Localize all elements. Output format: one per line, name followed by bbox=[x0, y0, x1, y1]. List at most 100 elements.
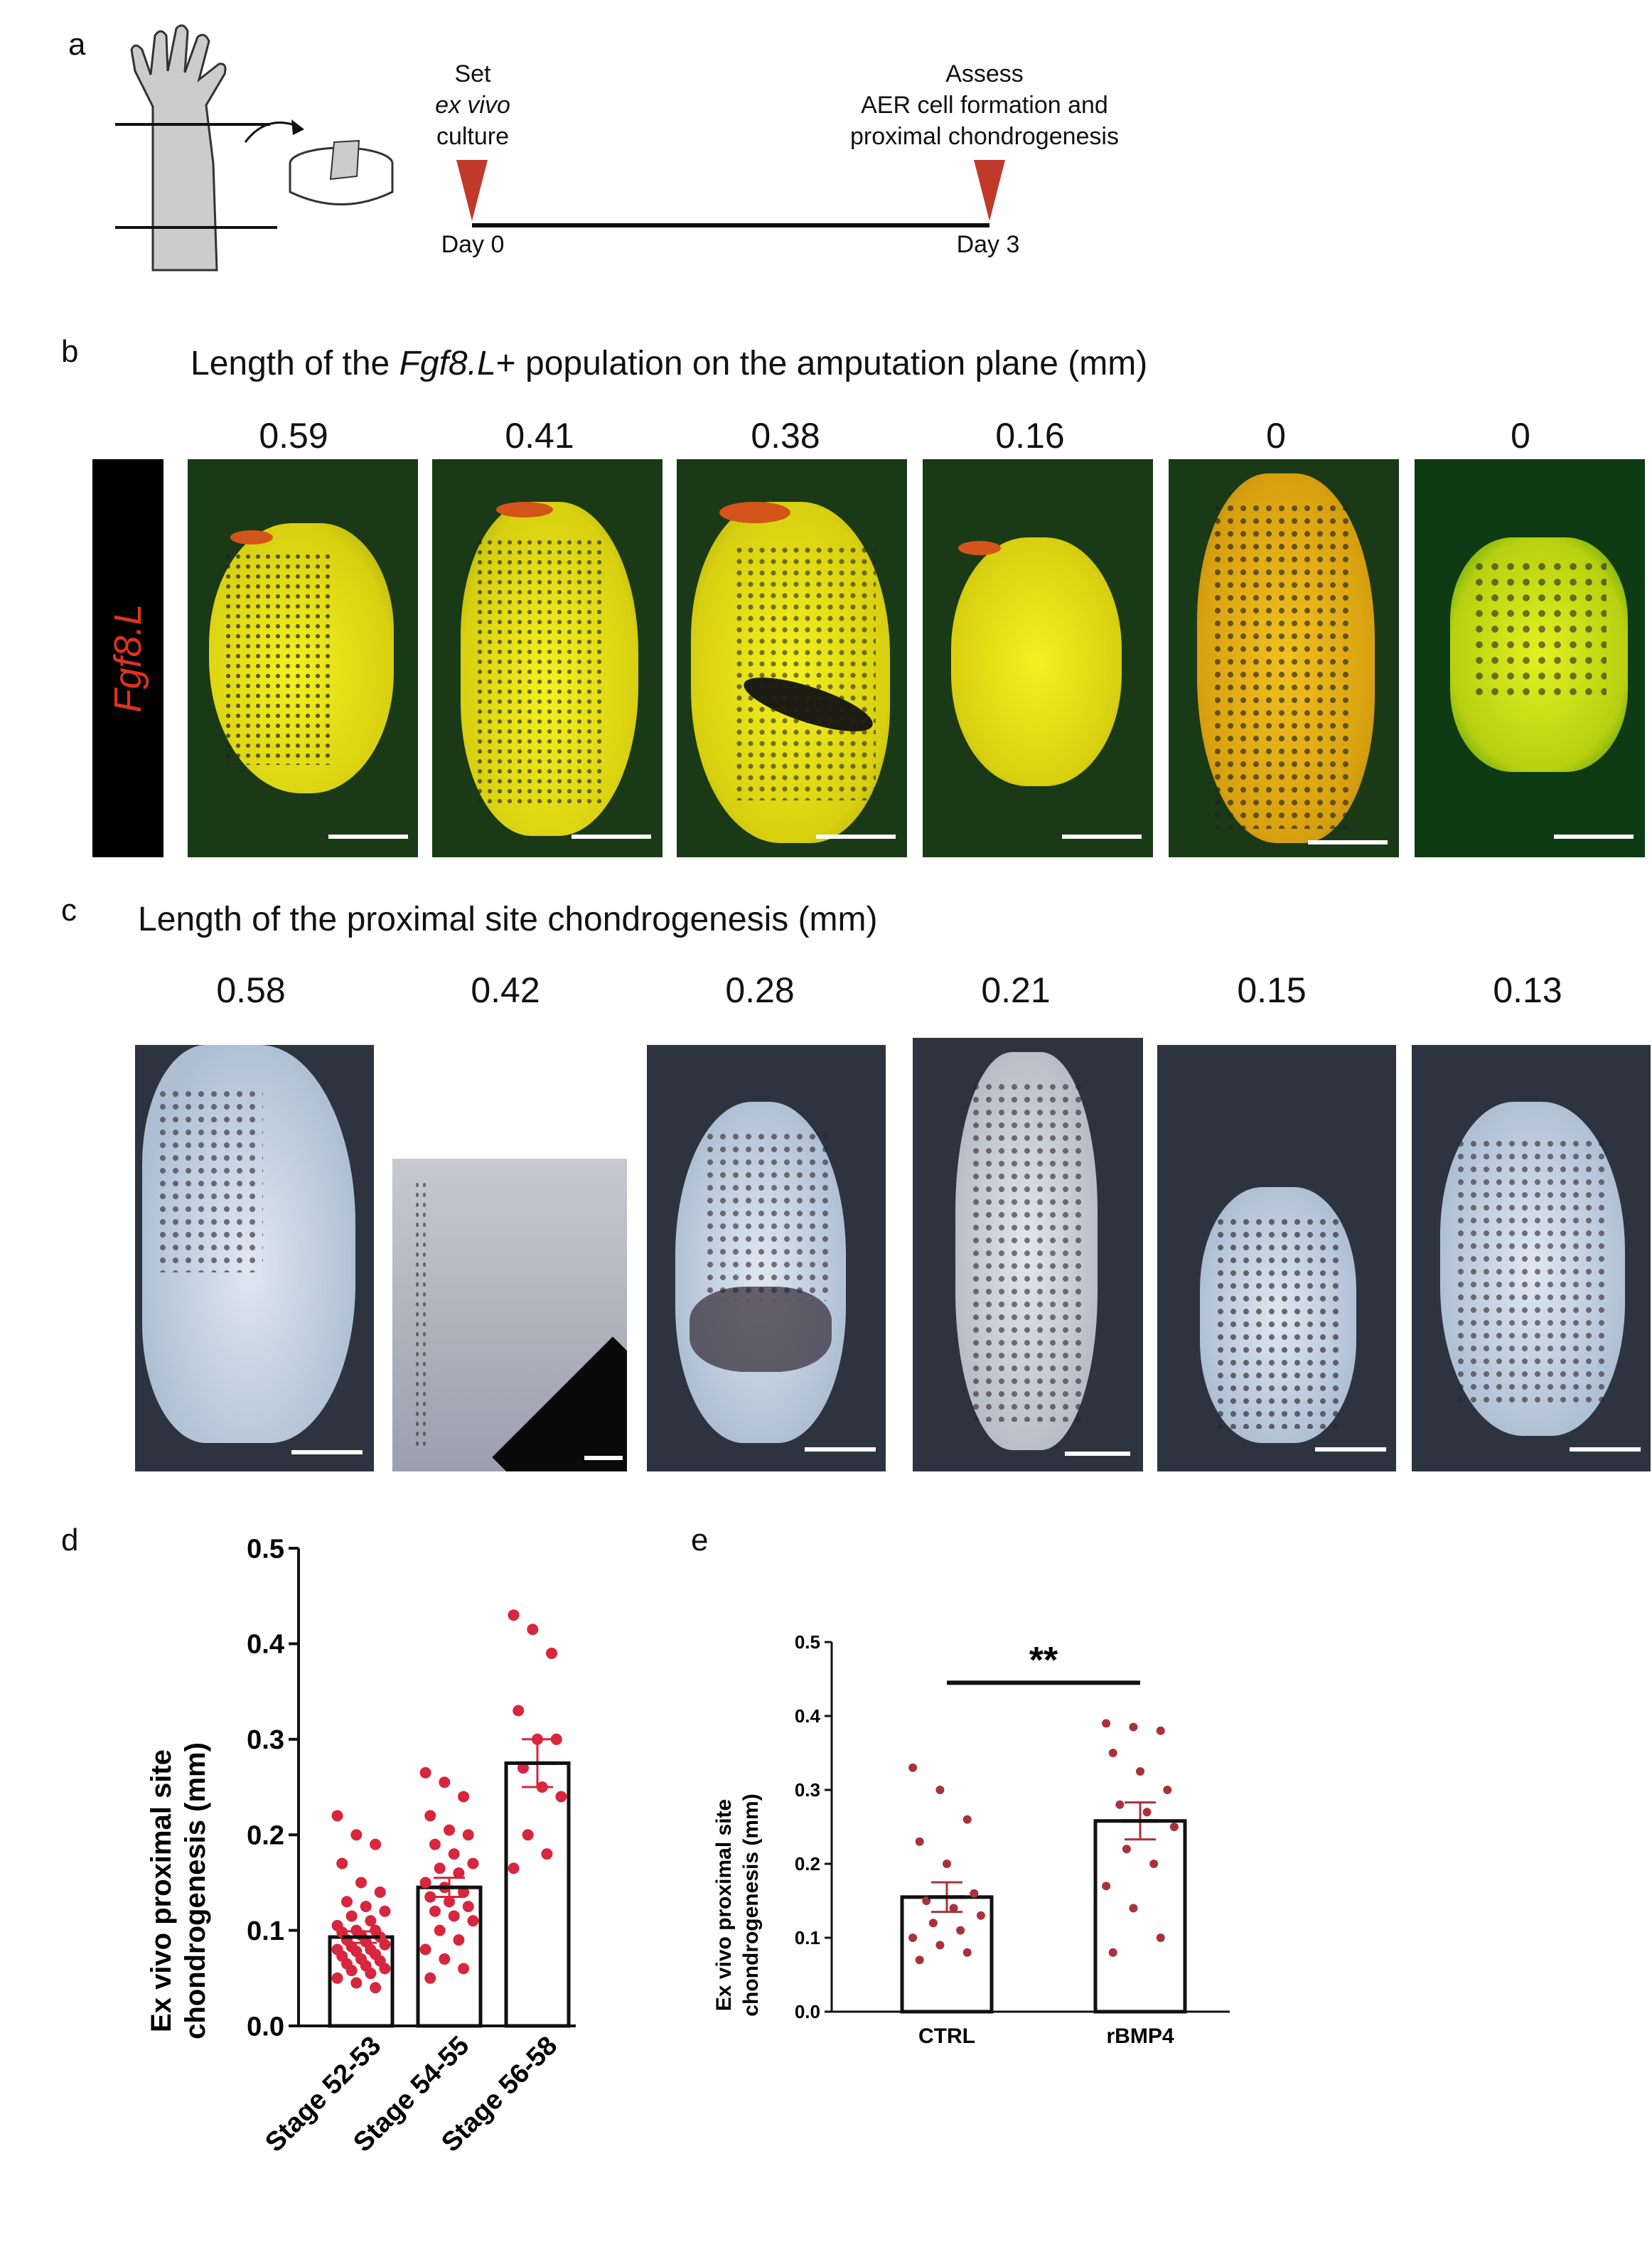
panel-c-value-2: 0.42 bbox=[471, 970, 540, 1010]
panel-c-value-5: 0.15 bbox=[1237, 970, 1307, 1010]
data-point bbox=[915, 1956, 924, 1965]
scale-bar bbox=[328, 835, 408, 839]
data-point bbox=[1102, 1719, 1111, 1728]
y-tick-label: 0.1 bbox=[247, 1916, 284, 1946]
data-point bbox=[345, 1910, 358, 1922]
culture-dish-side bbox=[289, 163, 394, 205]
data-point bbox=[949, 1904, 958, 1913]
data-point bbox=[419, 1766, 431, 1779]
data-point bbox=[550, 1733, 562, 1745]
proximal-chondrogenesis bbox=[690, 1287, 832, 1372]
y-tick-label: 0.0 bbox=[247, 2012, 284, 2042]
y-tick-label: 0.3 bbox=[247, 1725, 284, 1755]
y-axis-label-line-2: chondrogenesis (mm) bbox=[739, 1793, 763, 2016]
scale-bar bbox=[1065, 1452, 1130, 1456]
significance-label: ** bbox=[1029, 1640, 1058, 1681]
data-point bbox=[508, 1609, 520, 1621]
data-point bbox=[1156, 1726, 1165, 1735]
scale-bar bbox=[291, 1450, 363, 1454]
data-point bbox=[1149, 1860, 1159, 1868]
y-tick-label: 0.1 bbox=[795, 1927, 820, 1948]
day0-label: Day 0 bbox=[441, 231, 505, 258]
pigment-dots bbox=[156, 1088, 263, 1272]
data-point bbox=[527, 1624, 539, 1636]
timeline-marker-day0 bbox=[456, 160, 488, 221]
chondro-image-1 bbox=[135, 1045, 374, 1471]
gene-label-box: Fgf8.L bbox=[92, 459, 163, 857]
data-point bbox=[956, 1926, 965, 1935]
data-point bbox=[915, 1837, 924, 1846]
y-tick-label: 0.4 bbox=[795, 1705, 821, 1727]
data-point bbox=[419, 1943, 431, 1956]
title-pre: Length of the bbox=[191, 345, 399, 382]
pigment-dots bbox=[734, 545, 876, 800]
data-point bbox=[513, 1705, 525, 1717]
data-point bbox=[345, 1965, 358, 1977]
bar bbox=[504, 1761, 571, 2028]
title-post: + population on the amputation plane (mm… bbox=[495, 345, 1148, 382]
timeline-marker-day3 bbox=[974, 160, 1005, 221]
chart-e: Ex vivo proximal site chondrogenesis (mm… bbox=[712, 1631, 1230, 2048]
data-point bbox=[1136, 1767, 1144, 1776]
pigment-dots bbox=[1454, 1137, 1611, 1407]
data-point bbox=[350, 1977, 363, 1989]
data-point bbox=[508, 1862, 520, 1874]
tissue-explant bbox=[329, 139, 360, 181]
aer-signal bbox=[719, 502, 790, 523]
data-point bbox=[379, 1938, 391, 1951]
data-point bbox=[331, 1810, 343, 1822]
title-gene: Fgf8.L bbox=[399, 345, 496, 382]
data-point bbox=[1102, 1882, 1111, 1891]
data-point bbox=[453, 1934, 465, 1946]
data-point bbox=[374, 1886, 386, 1898]
scale-bar bbox=[816, 835, 896, 839]
data-point bbox=[1108, 1749, 1117, 1757]
panel-letter-c: c bbox=[61, 893, 77, 928]
end-line-1: Assess bbox=[945, 60, 1024, 87]
panel-c-value-3: 0.28 bbox=[725, 970, 795, 1010]
panel-b-title: Length of the Fgf8.L+ population on the … bbox=[191, 344, 1147, 383]
data-point bbox=[1169, 1823, 1179, 1831]
panel-c-value-1: 0.58 bbox=[216, 970, 286, 1010]
data-point bbox=[522, 1829, 534, 1841]
aer-signal bbox=[496, 502, 553, 517]
pigment-dots bbox=[1211, 502, 1353, 829]
data-point bbox=[439, 1953, 451, 1965]
data-point bbox=[467, 1857, 479, 1870]
data-point bbox=[370, 1982, 382, 1994]
panel-letter-d: d bbox=[61, 1523, 79, 1557]
start-line-1: Set bbox=[454, 60, 491, 87]
data-point bbox=[448, 1910, 460, 1922]
data-point bbox=[970, 1889, 979, 1898]
scale-bar bbox=[1554, 835, 1634, 839]
y-tick-label: 0.2 bbox=[247, 1821, 284, 1851]
aer-signal bbox=[230, 530, 273, 545]
timeline-end-label: Assess AER cell formation and proximal c… bbox=[817, 58, 1152, 152]
pigment-dots bbox=[1471, 559, 1607, 701]
data-point bbox=[976, 1911, 985, 1920]
data-point bbox=[1142, 1808, 1152, 1817]
category-label: CTRL bbox=[918, 2024, 975, 2048]
data-point bbox=[555, 1791, 567, 1803]
data-point bbox=[1163, 1786, 1172, 1794]
data-point bbox=[962, 1948, 972, 1957]
data-point bbox=[462, 1901, 474, 1912]
data-point bbox=[355, 1877, 367, 1889]
limb-outline bbox=[130, 24, 227, 272]
scale-bar bbox=[805, 1447, 876, 1452]
data-point bbox=[429, 1905, 441, 1917]
fgf8-image-1 bbox=[188, 459, 418, 857]
limb-schematic bbox=[115, 24, 394, 272]
data-point bbox=[424, 1810, 436, 1822]
data-point bbox=[546, 1647, 558, 1659]
panel-b-value-3: 0.38 bbox=[751, 416, 820, 456]
y-tick-label: 0.5 bbox=[795, 1631, 820, 1653]
scale-bar bbox=[584, 1456, 623, 1460]
data-point bbox=[350, 1829, 363, 1841]
y-tick-label: 0.4 bbox=[247, 1630, 284, 1660]
chondro-image-4 bbox=[913, 1038, 1143, 1471]
scale-bar bbox=[1315, 1447, 1386, 1452]
pigment-dots bbox=[414, 1180, 428, 1450]
data-point bbox=[458, 1886, 470, 1898]
data-point bbox=[541, 1848, 553, 1860]
